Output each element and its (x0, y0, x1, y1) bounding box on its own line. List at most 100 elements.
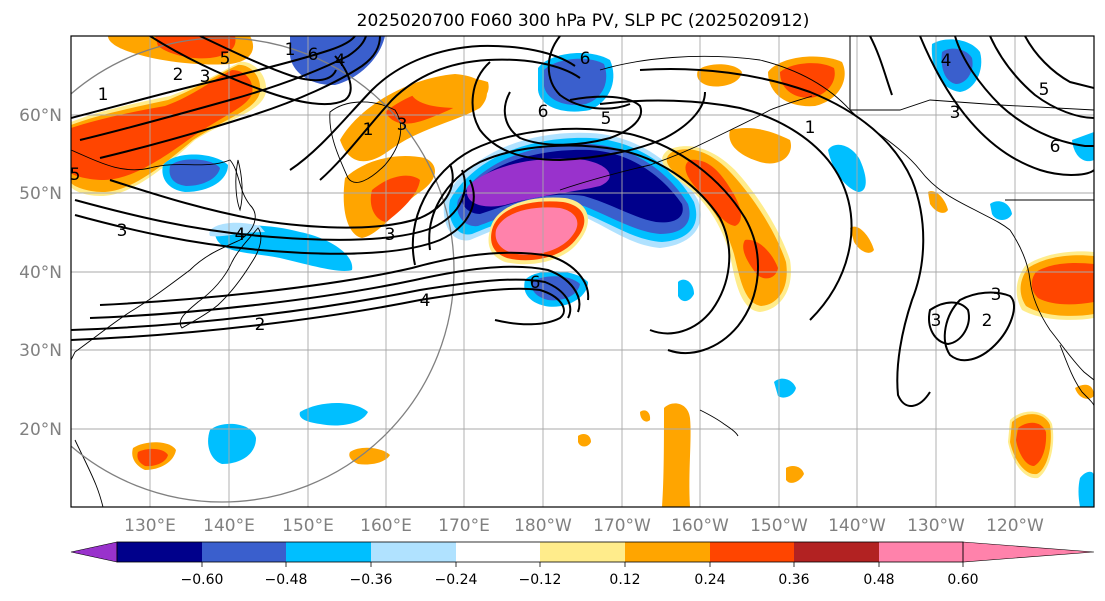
pv-negative-region (169, 159, 220, 186)
slp-contour (639, 68, 931, 407)
contour-label: 6 (538, 102, 549, 122)
lon-tick-label: 130°E (124, 516, 176, 536)
slp-contour (943, 291, 1015, 362)
contour-label: 5 (601, 109, 612, 129)
slp-contour (199, 36, 337, 82)
slp-contour (919, 36, 1094, 176)
colorbar-tick-label: −0.60 (181, 572, 224, 588)
colorbar-tick-label: −0.24 (435, 572, 478, 588)
pv-negative-region (774, 378, 796, 398)
slp-contour (989, 36, 1094, 119)
slp-contour (599, 99, 853, 321)
contour-label: 6 (580, 49, 591, 69)
contour-label: 3 (397, 115, 408, 135)
coastline-baja (1059, 344, 1094, 407)
slp-contour (428, 144, 731, 335)
slp-contour (74, 179, 475, 255)
contour-label: 2 (173, 65, 184, 85)
pv-positive-region (578, 434, 591, 447)
slp-contour (71, 287, 565, 341)
pv-negative-region (299, 403, 368, 426)
pv-positive-region (1016, 422, 1047, 466)
slp-contour (319, 58, 581, 181)
pv-negative-region (678, 279, 694, 302)
lat-tick-label: 40°N (19, 263, 62, 283)
lat-tick-label: 30°N (19, 341, 62, 361)
coastline-na-west (1009, 229, 1094, 381)
slp-contour (149, 36, 352, 106)
slp-contour (99, 251, 590, 306)
contour-label: 3 (950, 103, 961, 123)
contour-label: 4 (941, 51, 952, 71)
contour-label: 2 (982, 311, 993, 331)
contour-label: 3 (385, 225, 396, 245)
contour-label: 1 (363, 120, 374, 140)
contour-label: 6 (308, 45, 319, 65)
slp-contour (89, 265, 581, 319)
slp-contour (503, 91, 643, 146)
slp-contour (71, 278, 572, 331)
pv-positive-region (662, 403, 691, 507)
slp-contour (1024, 36, 1094, 89)
contour-label: 3 (991, 285, 1002, 305)
colorbar-tick-label: −0.36 (350, 572, 393, 588)
pv-positive-region (370, 175, 420, 222)
pv-positive-region (1031, 262, 1094, 305)
contour-label: 5 (220, 49, 231, 69)
coastline-sakhalin (235, 159, 243, 212)
lon-tick-label: 120°W (986, 516, 1044, 536)
map-gridlines (71, 36, 1094, 507)
lon-tick-label: 130°W (907, 516, 965, 536)
pv-positive-region (780, 63, 835, 98)
colorbar-swatch (540, 542, 625, 562)
range-ring (71, 37, 455, 503)
colorbar-swatch (710, 542, 794, 562)
lon-axis: 130°E 140°E 150°E 160°E 170°E 180°W 170°… (124, 516, 1044, 536)
pv-negative-region (208, 423, 256, 464)
slp-contour (547, 36, 631, 110)
lon-tick-label: 180°W (514, 516, 572, 536)
coastline-japan (179, 227, 262, 329)
lon-tick-label: 140°W (828, 516, 886, 536)
lon-tick-label: 140°E (203, 516, 255, 536)
colorbar-swatch (879, 542, 963, 562)
map-frame (70, 35, 1095, 508)
pv-positive-region (495, 207, 578, 255)
slp-contour (99, 36, 381, 159)
lat-tick-label: 20°N (19, 420, 62, 440)
contour-label: 3 (117, 221, 128, 241)
pv-positive-region (743, 239, 778, 279)
colorbar-tick-label: −0.48 (265, 572, 308, 588)
slp-contour (928, 301, 970, 346)
colorbar-swatch (286, 542, 371, 562)
lon-tick-label: 150°W (750, 516, 808, 536)
slp-contour (954, 36, 1094, 147)
contour-label: 6 (530, 273, 541, 293)
contour-label: 3 (931, 311, 942, 331)
lon-tick-label: 170°E (438, 516, 490, 536)
lat-tick-label: 60°N (19, 106, 62, 126)
pv-negative-region (215, 225, 353, 271)
pv-negative-region (209, 222, 265, 237)
colorbar-swatch (794, 542, 879, 562)
pv-positive-region (928, 191, 948, 213)
pv-positive-region (349, 447, 390, 465)
coastline-philippines (74, 439, 104, 507)
pv-positive-region (137, 448, 168, 467)
colorbar-extend-low (70, 541, 118, 563)
pv-positive-region (410, 77, 489, 108)
contour-label: 1 (98, 85, 109, 105)
colorbar-tick-label: 0.48 (863, 572, 894, 588)
colorbar-swatch (625, 542, 710, 562)
pv-negative-region (1078, 471, 1094, 507)
pv-positive-region (640, 410, 651, 422)
lon-tick-label: 150°E (282, 516, 334, 536)
contour-label: 4 (335, 51, 346, 71)
colorbar-tick-label: 0.12 (609, 572, 640, 588)
colorbar-tick-label: −0.12 (519, 572, 562, 588)
slp-contours (71, 36, 1094, 407)
pv-positive-region (155, 36, 236, 59)
contour-label: 3 (200, 67, 211, 87)
colorbar-tick-label: 0.60 (947, 572, 978, 588)
